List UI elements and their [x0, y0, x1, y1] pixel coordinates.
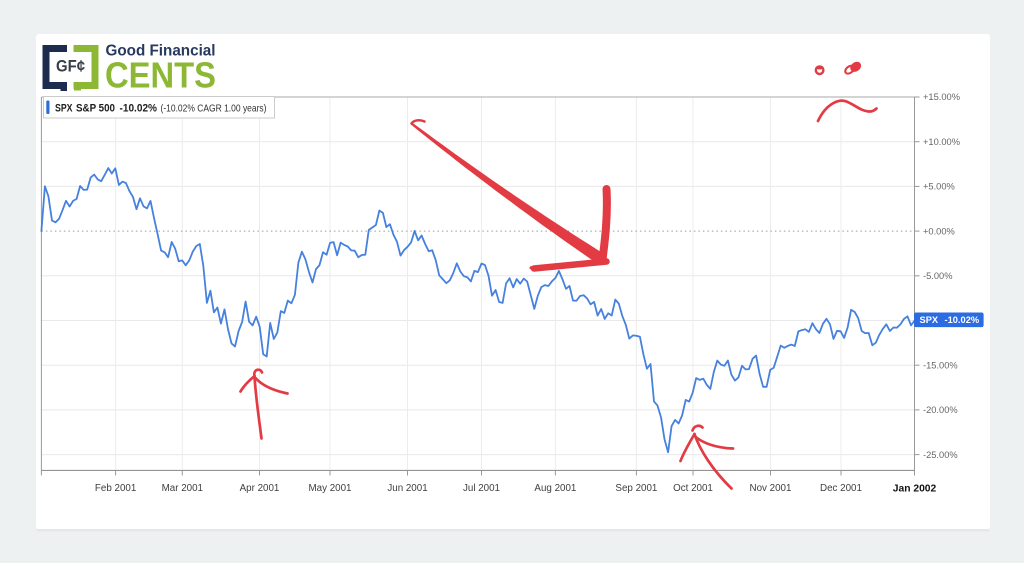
svg-text:Apr 2001: Apr 2001 [240, 483, 280, 494]
svg-text:Jun 2001: Jun 2001 [387, 483, 427, 494]
svg-text:Good Financial: Good Financial [106, 43, 216, 60]
svg-text:Nov 2001: Nov 2001 [750, 483, 792, 494]
svg-text:+10.00%: +10.00% [923, 137, 960, 147]
svg-text:-10.02%: -10.02% [120, 102, 158, 114]
svg-text:-25.00%: -25.00% [923, 450, 958, 460]
svg-text:-20.00%: -20.00% [923, 405, 958, 415]
svg-text:Dec 2001: Dec 2001 [820, 483, 862, 494]
svg-text:CENTS: CENTS [105, 55, 216, 96]
svg-text:-5.00%: -5.00% [923, 271, 952, 281]
svg-text:SPX: SPX [55, 102, 73, 114]
svg-text:GF¢: GF¢ [56, 57, 85, 76]
svg-text:+0.00%: +0.00% [923, 226, 955, 236]
svg-text:Sep 2001: Sep 2001 [615, 483, 657, 494]
svg-text:Feb 2001: Feb 2001 [95, 483, 136, 494]
svg-text:+15.00%: +15.00% [923, 92, 960, 102]
svg-text:(-10.02% CAGR 1.00 years): (-10.02% CAGR 1.00 years) [161, 103, 267, 114]
svg-text:Mar 2001: Mar 2001 [162, 483, 203, 494]
svg-text:May 2001: May 2001 [308, 483, 351, 494]
svg-text:Aug 2001: Aug 2001 [534, 483, 576, 494]
svg-text:-10.02%: -10.02% [945, 315, 980, 325]
svg-text:Jan 2002: Jan 2002 [893, 484, 937, 495]
svg-text:SPX: SPX [920, 315, 939, 325]
svg-text:+5.00%: +5.00% [923, 182, 955, 192]
svg-text:-15.00%: -15.00% [923, 360, 958, 370]
svg-text:S&P 500: S&P 500 [76, 102, 115, 114]
svg-text:Oct 2001: Oct 2001 [673, 483, 713, 494]
svg-text:Jul 2001: Jul 2001 [463, 483, 500, 494]
